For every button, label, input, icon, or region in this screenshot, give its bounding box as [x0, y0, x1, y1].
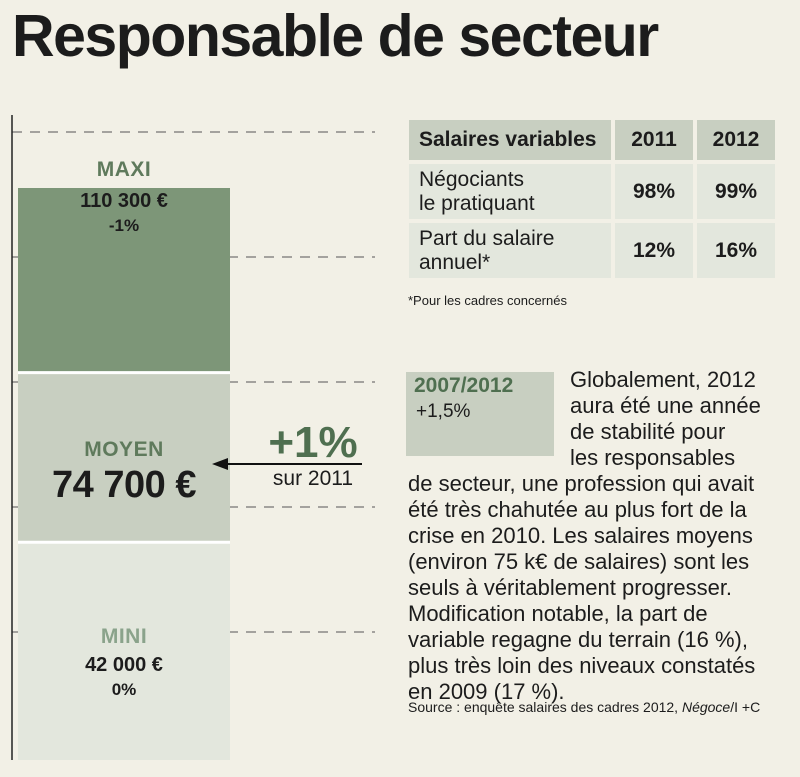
trend-change: +1,5%	[416, 401, 471, 422]
table-header-row: Salaires variables 2011 2012	[409, 120, 775, 160]
cat-label-maxi: MAXI	[96, 158, 152, 181]
trend-box: 2007/2012 +1,5%	[406, 372, 554, 456]
table-header-cell: Salaires variables	[409, 120, 611, 160]
table-cell-text: Négociants	[419, 167, 525, 191]
moyen-arrow-head	[212, 458, 228, 470]
moyen-change-value: +1%	[268, 418, 358, 467]
cat-label-moyen: MOYEN	[84, 438, 164, 461]
source-publication: Négoce	[681, 699, 731, 715]
source-note: Source : enquête salaires des cadres 201…	[408, 699, 760, 715]
paragraph-line: été très chahutée au plus fort de la	[408, 497, 747, 522]
paragraph-line: seuls à véritablement progresser.	[408, 575, 733, 600]
table-footnote: *Pour les cadres concernés	[408, 293, 567, 308]
paragraph-line: de stabilité pour	[570, 419, 726, 444]
bar-maxi	[18, 188, 230, 373]
moyen-change-text: sur 2011	[272, 467, 354, 490]
change-label-maxi: -1%	[108, 216, 140, 235]
bar-mini	[18, 542, 230, 760]
cat-label-mini: MINI	[100, 625, 148, 648]
variable-salary-table: Salaires variables 2011 2012 Négociants l…	[405, 116, 779, 282]
table-cell-label: Part du salaire annuel*	[409, 223, 611, 278]
value-label-moyen: 74 700 €	[52, 464, 196, 506]
source-suffix: /I +C	[730, 699, 761, 715]
paragraph-line: variable regagne du terrain (16 %),	[408, 627, 748, 652]
paragraph-line: crise en 2010. Les salaires moyens	[408, 523, 753, 548]
table-cell-text: Part du salaire	[419, 226, 555, 250]
paragraph-line: aura été une année	[570, 393, 761, 418]
table-cell-value: 16%	[697, 223, 775, 278]
table-cell-text: annuel*	[419, 250, 491, 274]
paragraph-line: de secteur, une profession qui avait	[408, 471, 755, 496]
table-row: Négociants le pratiquant 98% 99%	[409, 164, 775, 219]
paragraph-line: les responsables	[570, 445, 736, 470]
table-cell-value: 12%	[615, 223, 693, 278]
bar-moyen	[18, 372, 230, 543]
source-prefix: Source : enquête salaires des cadres 201…	[408, 699, 682, 715]
paragraph-line: Modification notable, la part de	[408, 601, 708, 626]
paragraph-line: en 2009 (17 %).	[408, 679, 565, 704]
page-title: Responsable de secteur	[12, 3, 659, 69]
table-header-cell: 2011	[615, 120, 693, 160]
table-cell-label: Négociants le pratiquant	[409, 164, 611, 219]
paragraph-line: plus très loin des niveaux constatés	[408, 653, 756, 678]
table-cell-value: 99%	[697, 164, 775, 219]
value-label-mini: 42 000 €	[85, 654, 163, 676]
paragraph-line: Globalement, 2012	[570, 367, 756, 392]
table-row: Part du salaire annuel* 12% 16%	[409, 223, 775, 278]
value-label-maxi: 110 300 €	[80, 190, 168, 212]
trend-years: 2007/2012	[414, 374, 514, 397]
paragraph-line: (environ 75 k€ de salaires) sont les	[408, 549, 750, 574]
table-header-cell: 2012	[697, 120, 775, 160]
change-label-mini: 0%	[111, 680, 137, 699]
table-cell-value: 98%	[615, 164, 693, 219]
table-cell-text: le pratiquant	[419, 191, 535, 215]
